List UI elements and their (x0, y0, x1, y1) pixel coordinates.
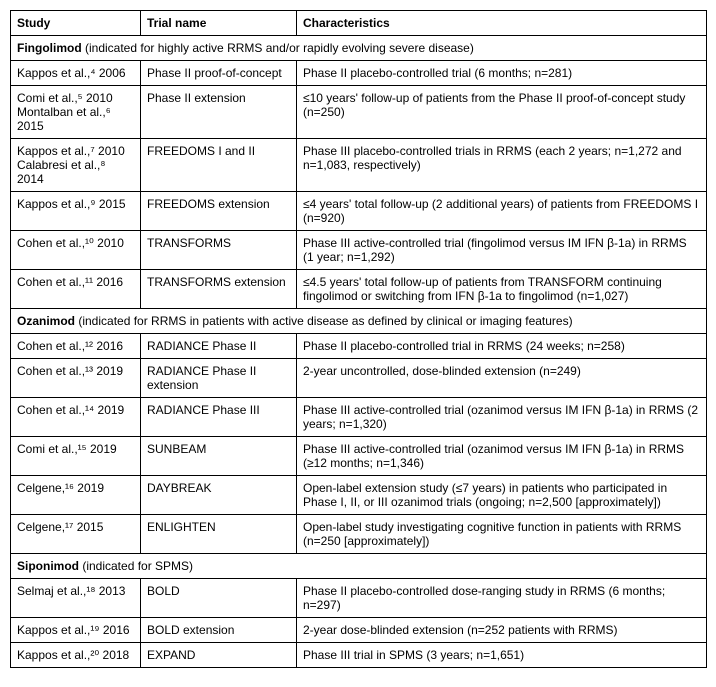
characteristics-cell: Phase II placebo-controlled trial (6 mon… (297, 61, 707, 86)
section-row: Ozanimod (indicated for RRMS in patients… (11, 309, 707, 334)
section-cell: Siponimod (indicated for SPMS) (11, 554, 707, 579)
section-row: Siponimod (indicated for SPMS) (11, 554, 707, 579)
study-cell: Kappos et al.,⁷ 2010Calabresi et al.,⁸ 2… (11, 139, 141, 192)
characteristics-cell: Open-label study investigating cognitive… (297, 515, 707, 554)
trial-cell: TRANSFORMS extension (141, 270, 297, 309)
characteristics-cell: 2-year dose-blinded extension (n=252 pat… (297, 618, 707, 643)
trial-cell: SUNBEAM (141, 437, 297, 476)
characteristics-cell: Open-label extension study (≤7 years) in… (297, 476, 707, 515)
study-cell: Celgene,¹⁶ 2019 (11, 476, 141, 515)
col-trial: Trial name (141, 11, 297, 36)
section-cell: Ozanimod (indicated for RRMS in patients… (11, 309, 707, 334)
drug-indication: (indicated for SPMS) (79, 559, 193, 573)
drug-name: Ozanimod (17, 314, 75, 328)
study-cell: Selmaj et al.,¹⁸ 2013 (11, 579, 141, 618)
characteristics-cell: ≤10 years' follow-up of patients from th… (297, 86, 707, 139)
trial-cell: EXPAND (141, 643, 297, 668)
study-cell: Cohen et al.,¹¹ 2016 (11, 270, 141, 309)
characteristics-cell: Phase II placebo-controlled trial in RRM… (297, 334, 707, 359)
col-char: Characteristics (297, 11, 707, 36)
trial-cell: DAYBREAK (141, 476, 297, 515)
trial-cell: TRANSFORMS (141, 231, 297, 270)
trial-cell: RADIANCE Phase II extension (141, 359, 297, 398)
drug-name: Siponimod (17, 559, 79, 573)
study-cell: Cohen et al.,¹² 2016 (11, 334, 141, 359)
trial-cell: RADIANCE Phase III (141, 398, 297, 437)
trial-cell: Phase II extension (141, 86, 297, 139)
trial-cell: FREEDOMS I and II (141, 139, 297, 192)
table-row: Kappos et al.,⁷ 2010Calabresi et al.,⁸ 2… (11, 139, 707, 192)
trial-cell: RADIANCE Phase II (141, 334, 297, 359)
characteristics-cell: Phase III trial in SPMS (3 years; n=1,65… (297, 643, 707, 668)
trial-cell: BOLD extension (141, 618, 297, 643)
characteristics-cell: 2-year uncontrolled, dose-blinded extens… (297, 359, 707, 398)
table-row: Cohen et al.,¹¹ 2016TRANSFORMS extension… (11, 270, 707, 309)
table-row: Cohen et al.,¹⁴ 2019RADIANCE Phase IIIPh… (11, 398, 707, 437)
study-cell: Comi et al.,¹⁵ 2019 (11, 437, 141, 476)
section-cell: Fingolimod (indicated for highly active … (11, 36, 707, 61)
col-study: Study (11, 11, 141, 36)
study-cell: Kappos et al.,⁴ 2006 (11, 61, 141, 86)
study-cell: Kappos et al.,¹⁹ 2016 (11, 618, 141, 643)
table-row: Cohen et al.,¹² 2016RADIANCE Phase IIPha… (11, 334, 707, 359)
drug-indication: (indicated for highly active RRMS and/or… (82, 41, 474, 55)
study-cell: Cohen et al.,¹⁰ 2010 (11, 231, 141, 270)
characteristics-cell: Phase III active-controlled trial (ozani… (297, 398, 707, 437)
study-cell: Cohen et al.,¹⁴ 2019 (11, 398, 141, 437)
table-row: Kappos et al.,⁹ 2015FREEDOMS extension≤4… (11, 192, 707, 231)
table-row: Cohen et al.,¹⁰ 2010TRANSFORMSPhase III … (11, 231, 707, 270)
study-cell: Cohen et al.,¹³ 2019 (11, 359, 141, 398)
study-cell: Comi et al.,⁵ 2010Montalban et al.,⁶ 201… (11, 86, 141, 139)
characteristics-cell: ≤4.5 years' total follow-up of patients … (297, 270, 707, 309)
characteristics-cell: ≤4 years' total follow-up (2 additional … (297, 192, 707, 231)
table-row: Comi et al.,⁵ 2010Montalban et al.,⁶ 201… (11, 86, 707, 139)
clinical-trials-table: Study Trial name Characteristics Fingoli… (10, 10, 707, 668)
table-row: Kappos et al.,²⁰ 2018EXPANDPhase III tri… (11, 643, 707, 668)
characteristics-cell: Phase III active-controlled trial (ozani… (297, 437, 707, 476)
section-row: Fingolimod (indicated for highly active … (11, 36, 707, 61)
study-cell: Kappos et al.,²⁰ 2018 (11, 643, 141, 668)
table-row: Cohen et al.,¹³ 2019RADIANCE Phase II ex… (11, 359, 707, 398)
table-row: Selmaj et al.,¹⁸ 2013BOLDPhase II placeb… (11, 579, 707, 618)
table-row: Celgene,¹⁷ 2015ENLIGHTENOpen-label study… (11, 515, 707, 554)
characteristics-cell: Phase II placebo-controlled dose-ranging… (297, 579, 707, 618)
trial-cell: ENLIGHTEN (141, 515, 297, 554)
trial-cell: FREEDOMS extension (141, 192, 297, 231)
characteristics-cell: Phase III placebo-controlled trials in R… (297, 139, 707, 192)
drug-indication: (indicated for RRMS in patients with act… (75, 314, 573, 328)
study-cell: Kappos et al.,⁹ 2015 (11, 192, 141, 231)
trial-cell: Phase II proof-of-concept (141, 61, 297, 86)
table-row: Comi et al.,¹⁵ 2019SUNBEAMPhase III acti… (11, 437, 707, 476)
table-row: Celgene,¹⁶ 2019DAYBREAKOpen-label extens… (11, 476, 707, 515)
characteristics-cell: Phase III active-controlled trial (fingo… (297, 231, 707, 270)
table-row: Kappos et al.,⁴ 2006Phase II proof-of-co… (11, 61, 707, 86)
study-cell: Celgene,¹⁷ 2015 (11, 515, 141, 554)
drug-name: Fingolimod (17, 41, 82, 55)
table-row: Kappos et al.,¹⁹ 2016BOLD extension2-yea… (11, 618, 707, 643)
trial-cell: BOLD (141, 579, 297, 618)
header-row: Study Trial name Characteristics (11, 11, 707, 36)
